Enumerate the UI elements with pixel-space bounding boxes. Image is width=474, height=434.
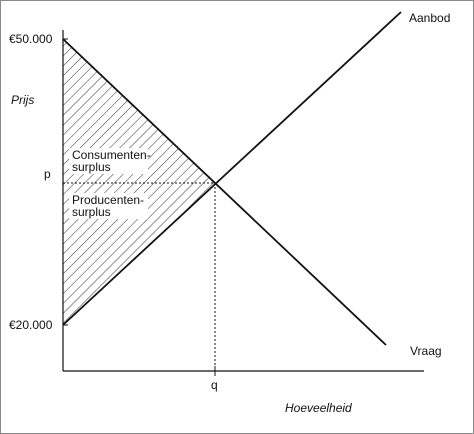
x-axis-title: Hoeveelheid	[285, 401, 352, 415]
producer-surplus-line2: surplus	[72, 205, 111, 219]
producer-surplus-label-box: Producenten- surplus	[69, 193, 148, 219]
consumer-surplus-line2: surplus	[72, 160, 111, 174]
surplus-hatched-area	[63, 39, 215, 325]
y-bottom-value: €20.000	[9, 318, 53, 332]
supply-line	[62, 11, 402, 326]
demand-line	[62, 38, 387, 346]
consumer-surplus-label-box: Consumenten- surplus	[69, 148, 151, 174]
consumer-surplus-line1: Consumenten-	[72, 148, 151, 162]
y-axis-title: Prijs	[11, 93, 34, 107]
quantity-q-label: q	[211, 378, 218, 392]
demand-label: Vraag	[410, 344, 442, 358]
y-top-value: €50.000	[9, 32, 53, 46]
supply-label: Aanbod	[409, 11, 450, 25]
price-p-label: p	[44, 167, 51, 181]
producer-surplus-line1: Producenten-	[72, 193, 144, 207]
